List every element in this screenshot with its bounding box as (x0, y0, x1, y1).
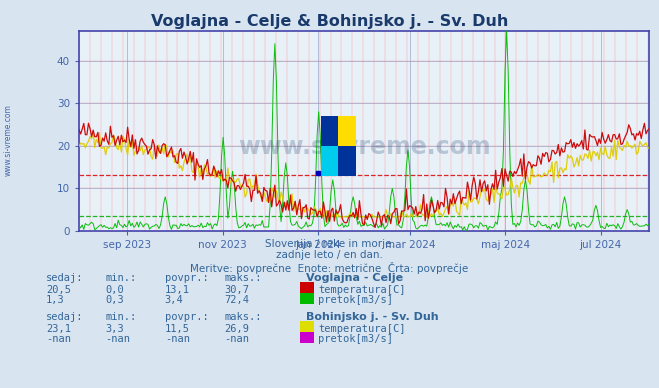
Text: Slovenija / reke in morje.: Slovenija / reke in morje. (264, 239, 395, 249)
Text: temperatura[C]: temperatura[C] (318, 285, 406, 295)
Text: -nan: -nan (46, 334, 71, 344)
Text: povpr.:: povpr.: (165, 273, 208, 283)
Text: pretok[m3/s]: pretok[m3/s] (318, 334, 393, 344)
Text: maks.:: maks.: (224, 273, 262, 283)
Text: Bohinjsko j. - Sv. Duh: Bohinjsko j. - Sv. Duh (306, 312, 439, 322)
Text: www.si-vreme.com: www.si-vreme.com (4, 104, 13, 176)
Text: www.si-vreme.com: www.si-vreme.com (238, 135, 490, 159)
Text: 3,4: 3,4 (165, 295, 183, 305)
Text: 30,7: 30,7 (224, 285, 249, 295)
Text: sedaj:: sedaj: (46, 273, 84, 283)
Text: min.:: min.: (105, 273, 136, 283)
Text: Meritve: povprečne  Enote: metrične  Črta: povprečje: Meritve: povprečne Enote: metrične Črta:… (190, 262, 469, 274)
Text: 20,5: 20,5 (46, 285, 71, 295)
Text: 0,3: 0,3 (105, 295, 124, 305)
Text: povpr.:: povpr.: (165, 312, 208, 322)
Text: 72,4: 72,4 (224, 295, 249, 305)
Bar (338, 146, 355, 176)
Text: 11,5: 11,5 (165, 324, 190, 334)
Bar (321, 116, 338, 146)
Bar (321, 146, 338, 176)
Text: 26,9: 26,9 (224, 324, 249, 334)
Text: zadnje leto / en dan.: zadnje leto / en dan. (276, 250, 383, 260)
Bar (338, 116, 355, 146)
Text: -nan: -nan (105, 334, 130, 344)
Text: -nan: -nan (224, 334, 249, 344)
Text: 13,1: 13,1 (165, 285, 190, 295)
Text: Voglajna - Celje: Voglajna - Celje (306, 273, 403, 283)
Text: maks.:: maks.: (224, 312, 262, 322)
Text: 1,3: 1,3 (46, 295, 65, 305)
Text: 3,3: 3,3 (105, 324, 124, 334)
Text: 23,1: 23,1 (46, 324, 71, 334)
Text: temperatura[C]: temperatura[C] (318, 324, 406, 334)
Text: min.:: min.: (105, 312, 136, 322)
Text: Voglajna - Celje & Bohinjsko j. - Sv. Duh: Voglajna - Celje & Bohinjsko j. - Sv. Du… (151, 14, 508, 29)
Text: pretok[m3/s]: pretok[m3/s] (318, 295, 393, 305)
Text: sedaj:: sedaj: (46, 312, 84, 322)
Text: 0,0: 0,0 (105, 285, 124, 295)
Text: -nan: -nan (165, 334, 190, 344)
